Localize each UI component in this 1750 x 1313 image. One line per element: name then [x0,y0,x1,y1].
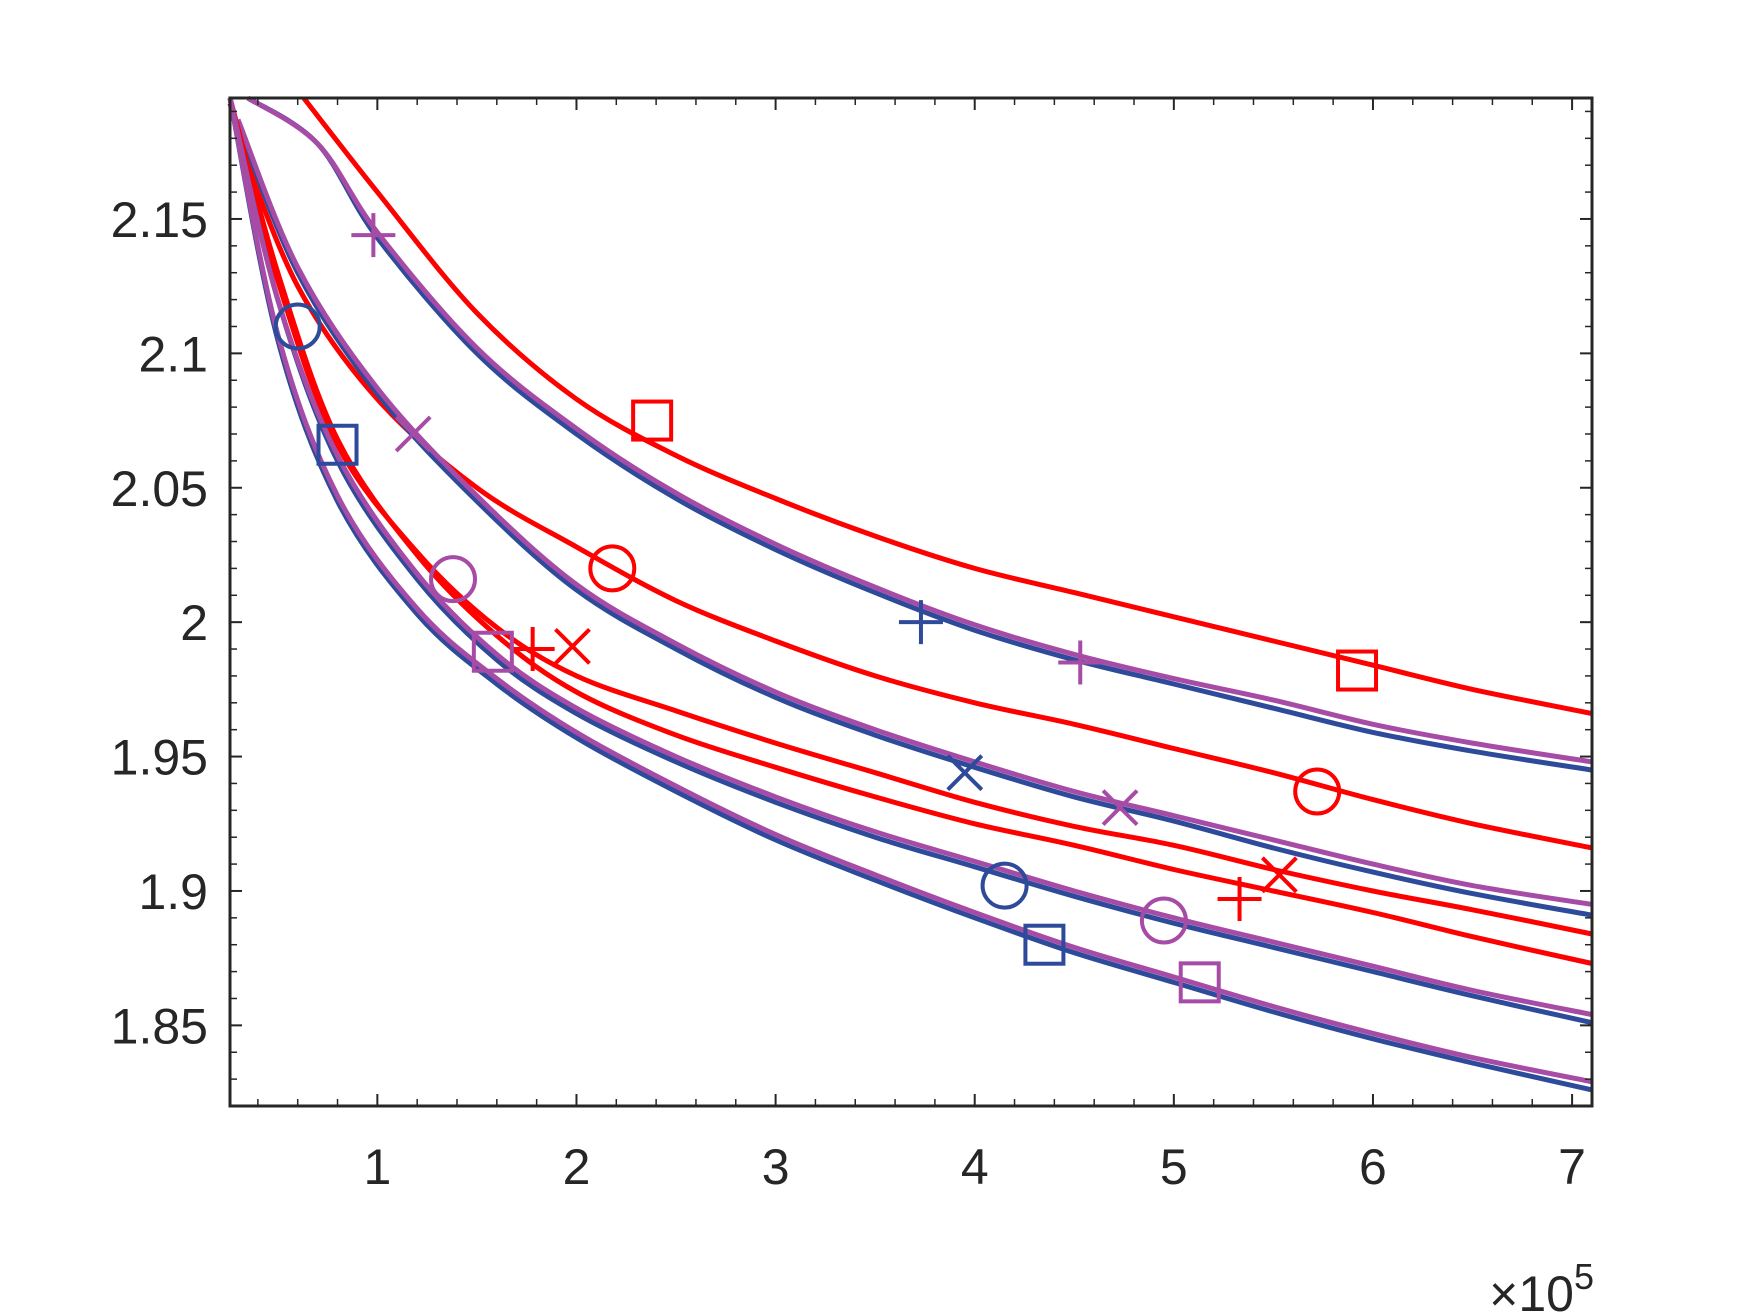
series-line-2 [246,95,1593,773]
marker-square-1-1 [631,399,674,442]
series-line-6 [235,118,1593,907]
marker-cross-6-2 [1101,789,1139,827]
x-exponent-label: ×105 [1489,1256,1594,1313]
marker-circle-4-2 [1293,767,1342,816]
series-layer [227,95,1593,1093]
axes-box [228,96,1594,1108]
marker-circle-4-1 [588,544,637,593]
y-tick-label: 1.85 [111,998,208,1054]
marker-cross-5-1 [946,754,984,792]
marker-circle-9-2 [980,861,1029,910]
series-line-1 [301,96,1593,717]
y-tick-label: 2.1 [138,326,208,382]
marker-cross-8-1 [554,627,591,665]
marker-square-12-2 [1178,961,1221,1004]
marker-plus-3-2 [1058,640,1103,685]
marker-cross-6-1 [394,415,432,453]
x-exponent-base: ×10 [1489,1266,1574,1313]
y-tick-label: 1.9 [138,864,208,920]
marker-square-11-2 [1023,923,1066,966]
series-line-3 [246,95,1593,765]
tick-layer [230,98,1592,1106]
marker-square-12-1 [471,630,514,673]
marker-layer [273,213,1379,1004]
x-tick-label: 3 [762,1139,790,1195]
marker-plus-2-1 [898,600,943,645]
series-line-12 [227,97,1593,1085]
marker-square-11-1 [316,423,359,466]
series-line-5 [235,123,1593,918]
marker-cross-8-2 [1260,856,1298,894]
series-line-4 [235,137,1593,851]
marker-circle-9-1 [273,302,322,351]
marker-square-1-2 [1336,649,1379,692]
x-tick-label: 2 [563,1139,591,1195]
series-line-8 [227,102,1593,937]
x-tick-label: 6 [1359,1139,1387,1195]
marker-plus-3-1 [351,213,396,258]
x-exponent-power: 5 [1574,1256,1594,1297]
x-tick-label: 1 [363,1139,391,1195]
y-tick-label: 2 [180,595,208,651]
marker-circle-10-1 [429,555,478,604]
x-tick-label: 7 [1558,1139,1586,1195]
y-tick-label: 1.95 [111,730,208,786]
marker-circle-10-2 [1139,896,1188,945]
y-tick-label: 2.05 [111,461,208,517]
x-tick-label: 5 [1160,1139,1188,1195]
marker-plus-7-1 [510,627,555,672]
x-tick-label: 4 [961,1139,989,1195]
y-tick-label: 2.15 [111,192,208,248]
tick-label-layer: 1 2 3 4 5 6 7 1.85 1.9 1.95 2 2.05 2.1 2.15 [111,192,1586,1195]
marker-plus-7-2 [1217,877,1262,922]
